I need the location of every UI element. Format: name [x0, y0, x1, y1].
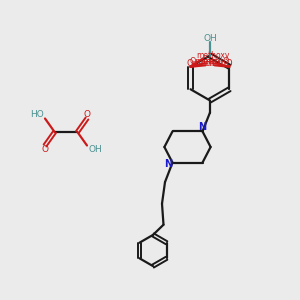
Text: OH: OH	[88, 145, 102, 154]
Text: N: N	[198, 122, 207, 132]
Text: Ometh: Ometh	[187, 59, 216, 68]
Text: methoxy: methoxy	[196, 51, 230, 60]
Text: methO: methO	[204, 59, 233, 68]
Text: O: O	[41, 145, 49, 154]
Text: HO: HO	[30, 110, 44, 119]
Text: methO: methO	[202, 57, 230, 66]
Text: N: N	[164, 159, 172, 169]
Text: OH: OH	[203, 34, 217, 43]
Text: O: O	[83, 110, 91, 119]
Text: Ometh: Ometh	[190, 57, 218, 66]
